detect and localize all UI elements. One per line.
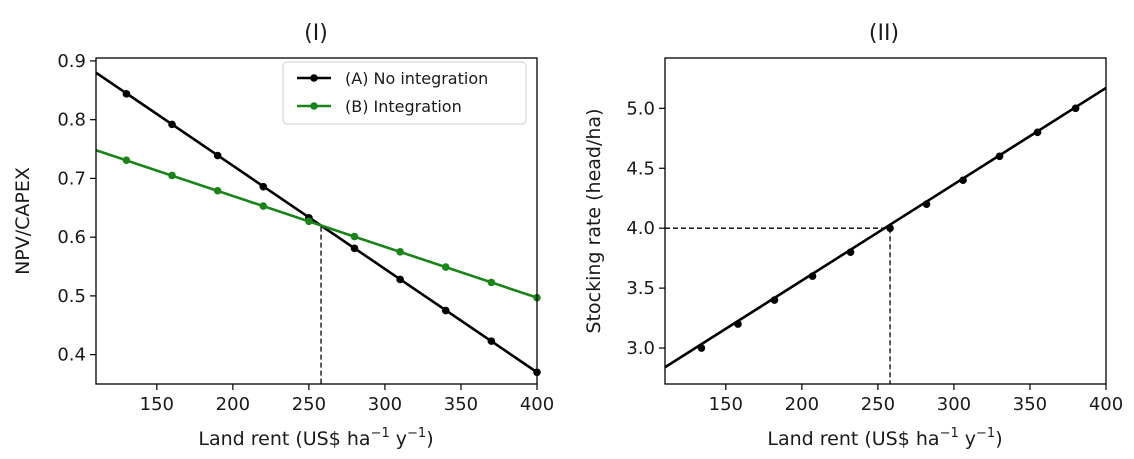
panel-1-x-tick-label: 250: [292, 394, 326, 415]
panel-2-series-1-point: [1033, 128, 1042, 137]
panel-1-y-axis-label: NPV/CAPEX: [12, 167, 34, 275]
panel-2-y-tick-label: 3.0: [626, 338, 655, 359]
panel-1-axes-frame: [95, 57, 538, 385]
panel-2-series-1-point: [959, 176, 967, 185]
panel-2-x-tick-label: 350: [1013, 394, 1047, 415]
panel-2-x-tick-label: 300: [937, 394, 971, 415]
panel-2-x-tick-label: 400: [1089, 394, 1123, 415]
panel-2-plot: [664, 86, 1107, 384]
panel-1-x-label-mid: y: [390, 428, 407, 450]
panel-2-x-tick-label: 250: [861, 394, 895, 415]
panel-1-x-tick-label: 150: [140, 394, 174, 415]
panel-2-x-tick-label: 150: [709, 394, 743, 415]
panel-1-x-label-main: Land rent (US$ ha: [198, 428, 370, 450]
panel-1-title: (I): [304, 21, 328, 46]
panel-2-x-label-exp1: −1: [940, 426, 959, 441]
panel-1-x-label-end: ): [426, 428, 433, 450]
panel-2-series-1-point: [846, 248, 855, 256]
panel-1-x-tick-label: 350: [444, 394, 478, 415]
panel-2-ticks: 150 200 250 300 350 400 3.0 3.5 4.0 4.5 5.0: [626, 98, 1123, 415]
legend-frame: [282, 61, 527, 125]
panel-1-y-tick-label: 0.5: [57, 286, 86, 307]
legend-label-b: (B) Integration: [345, 97, 462, 116]
panel-1-series-2-point: [168, 171, 176, 180]
panel-1-series-1-point: [259, 182, 268, 191]
panel-1-series-1-point: [122, 90, 131, 98]
panel-1-series-1-point: [396, 275, 404, 284]
panel-1: (I) 150 200 250 300 350 400 0.4 0.5 0.6 0.7 0.8 0.9…: [12, 21, 554, 450]
panel-2-x-axis-label: Land rent (US$ ha−1 y−1): [767, 426, 1002, 450]
panel-2-y-tick-label: 5.0: [626, 98, 655, 119]
panel-1-series-1-point: [350, 244, 359, 253]
panel-1-y-tick-label: 0.8: [57, 110, 86, 131]
panel-1-series-1-point: [213, 151, 222, 160]
panel-1-y-tick-label: 0.4: [57, 345, 86, 366]
panel-1-series-1-point: [487, 337, 496, 345]
panel-2-series-1-point: [734, 320, 742, 328]
panel-1-series-2-line: [95, 148, 538, 299]
panel-2-title: (II): [869, 21, 899, 46]
panel-2-x-label-main: Land rent (US$ ha: [767, 428, 939, 450]
panel-1-y-tick-label: 0.9: [57, 51, 86, 72]
panel-1-y-tick-label: 0.6: [57, 227, 86, 248]
panel-2-x-tick-label: 200: [785, 394, 819, 415]
legend-marker-b: [310, 102, 318, 110]
panel-1-plot: [95, 71, 541, 384]
panel-2-y-tick-label: 4.0: [626, 218, 655, 239]
panel-1-series-2-point: [396, 248, 404, 256]
panel-1-series-2-point: [213, 186, 222, 195]
panel-1-x-tick-label: 400: [520, 394, 554, 415]
panel-1-x-axis-label: Land rent (US$ ha−1 y−1): [198, 426, 433, 450]
legend-label-a: (A) No integration: [345, 69, 488, 88]
panel-1-series-1-point: [168, 120, 176, 129]
panel-1-ticks: 150 200 250 300 350 400 0.4 0.5 0.6 0.7 0.8 0.9: [57, 51, 554, 415]
panel-2-series-1-point: [922, 200, 931, 209]
panel-2-y-tick-label: 3.5: [626, 278, 655, 299]
panel-2: (II) 150 200 250 300 350 400 3.0 3.5 4.0 4.5 5.0 L…: [583, 21, 1123, 450]
panel-2-x-label-exp2: −1: [976, 426, 995, 441]
panel-2-x-label-mid: y: [959, 428, 976, 450]
panel-2-series-1-point: [808, 272, 817, 280]
panel-2-x-label-end: ): [995, 428, 1002, 450]
panel-1-x-label-exp1: −1: [371, 426, 390, 441]
panel-2-series-1-point: [886, 224, 894, 232]
panel-1-y-tick-label: 0.7: [57, 168, 86, 189]
legend-marker-a: [310, 74, 318, 82]
panel-2-series-1-point: [770, 296, 779, 304]
panel-1-x-label-exp2: −1: [407, 426, 426, 441]
panel-2-y-tick-label: 4.5: [626, 158, 655, 179]
panel-1-series-2-point: [305, 217, 313, 226]
panel-2-y-axis-label: Stocking rate (head/ha): [583, 109, 605, 334]
panel-1-series-2-point: [122, 156, 131, 165]
panel-1-series-1-point: [441, 306, 450, 315]
legend: (A) No integration (B) Integration: [282, 61, 527, 125]
panel-1-series-2-point: [259, 202, 268, 210]
panel-1-x-tick-label: 200: [216, 394, 250, 415]
panel-2-series-1-point: [697, 344, 706, 352]
panel-2-axes-frame: [664, 57, 1107, 385]
panel-1-series-2-point: [487, 278, 496, 287]
panel-2-series-1-point: [1071, 104, 1080, 113]
panel-2-series-1-point: [995, 152, 1004, 161]
panel-1-x-tick-label: 300: [368, 394, 402, 415]
panel-1-series-2-point: [350, 232, 359, 241]
panel-1-series-2-point: [441, 263, 450, 271]
